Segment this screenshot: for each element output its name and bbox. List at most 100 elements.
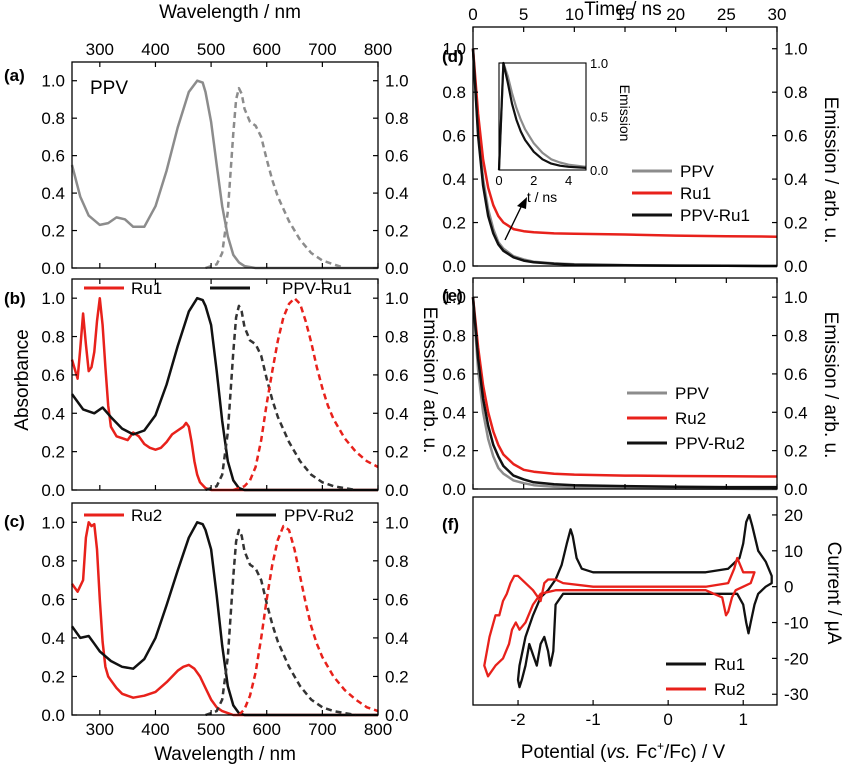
panel-c-xticklabel: 800 [364,720,392,739]
panel-d-legend-label-1: Ru1 [680,184,711,203]
panel-a-xticklabel: 500 [197,40,225,59]
panel-c-xticklabel: 400 [141,720,169,739]
panel-c-legend-label-1: PPV-Ru2 [284,506,354,525]
panel-f-xticklabel: 1 [738,710,747,729]
panel-c-yticklabel-right: 0.4 [385,629,409,648]
panel-f-series-0 [516,513,773,689]
panel-c-yticklabel-right: 0.0 [385,706,409,725]
panel-e-yticklabel-left: 0.2 [442,442,466,461]
d-right-axis-label: Emission / arb. u. [820,97,841,244]
panel-a-yticklabel-right: 0.2 [385,222,409,241]
panel-a-xticklabel: 300 [86,40,114,59]
panel-b-series-0 [70,296,378,492]
panel-d-xticklabel: 5 [519,5,528,24]
panel-d-inset-arrow-line [504,204,523,241]
panel-d-inset-xticklabel: 4 [565,173,572,188]
panel-d-label: (d) [442,47,464,66]
panel-f-label: (f) [442,515,459,534]
left-axis-label-absorbance: Absorbance [12,329,33,430]
panel-e: 0.0 0.00.2 0.20.4 0.40.6 0.60.8 0.81.0 1.0(e)P… [442,277,808,499]
panel-e-yticklabel-left: 0.4 [442,403,466,422]
panel-e-legend-label-2: PPV-Ru2 [675,434,745,453]
panel-f-yticklabel: 0 [784,578,793,597]
bottom-axis-label: Wavelength / nm [154,744,296,765]
panel-d-yticklabel-left: 0.2 [442,214,466,233]
panel-f-yticklabel: 10 [784,542,803,561]
panel-f-series-1 [483,556,756,678]
panel-e-frame [472,277,778,490]
panel-e-yticklabel-left: 0.8 [442,327,466,346]
panel-a-yticklabel-right: 1.0 [385,72,409,91]
panel-f-xticklabel: -1 [586,710,601,729]
panel-e-yticklabel-right: 1.0 [784,288,808,307]
f-xaxis-label: Potential (vs. Fc+/Fc) / V [521,739,726,763]
panel-c-series-3 [238,524,379,716]
panel-f-yticklabel: 20 [784,506,803,525]
panel-c-series-2 [205,528,356,717]
panel-b-yticklabel-left: 0.2 [41,443,65,462]
panel-d-inset-yticklabel: 0.0 [590,163,608,178]
panel-a-yticklabel-left: 0.8 [41,109,65,128]
panel-b-yticklabel-left: 0.0 [41,481,65,500]
panel-d-yticklabel-left: 0.8 [442,83,466,102]
panel-b-legend-label-0: Ru1 [131,279,162,298]
panel-a-series-0 [70,79,378,270]
panel-b-yticklabel-right: 0.4 [385,404,409,423]
panel-d-xticklabel: 0 [468,5,477,24]
panel-b-series-1 [70,296,378,492]
panel-d-yticklabel-right: 0.6 [784,127,808,146]
panel-e-yticklabel-right: 0.6 [784,365,808,384]
panel-b-yticklabel-left: 1.0 [41,289,65,308]
panel-e-series-1 [471,297,778,478]
panel-d-series-1 [471,48,778,238]
panel-b-yticklabel-right: 1.0 [385,289,409,308]
panel-a: 0.0 0.0 0.2 0.2 0.4 0.4 0.6 0.6 0.8 0.8 1.0 1.0 300 4… [4,40,409,278]
panel-a-xticklabel: 400 [141,40,169,59]
panel-c: 0.0 0.0 0.2 0.2 0.4 0.4 0.6 0.6 0.8 0.8 1.0 1.0 300 4… [4,502,409,739]
panel-d-inset: 0.0 0.5 1.0 0 2 4 t / ns Emission [495,56,633,205]
panel-a-series-1 [205,86,345,270]
panel-a-xticklabel: 800 [364,40,392,59]
panel-e-yticklabel-left: 1.0 [442,288,466,307]
panel-c-yticklabel-left: 0.0 [41,706,65,725]
panel-d-xticklabel: 20 [666,5,685,24]
panel-c-xticklabel: 300 [86,720,114,739]
panel-b-yticklabel-right: 0.8 [385,328,409,347]
right-axis-label-emission: Emission / arb. u. [419,307,440,454]
panel-e-yticklabel-right: 0.8 [784,327,808,346]
panel-e-yticklabel-right: 0.2 [784,442,808,461]
panel-d-inset-series-1 [497,61,587,171]
panel-f-yticklabel: -30 [784,685,809,704]
panel-d-inset-xticklabel: 2 [530,173,537,188]
panel-d-inset-arrow-head [517,197,527,209]
panel-b-series-2 [205,304,356,492]
panel-f-legend-label-0: Ru1 [714,655,745,674]
panel-f-yticklabel: -10 [784,614,809,633]
top-axis-label: Wavelength / nm [159,2,301,23]
f-xlabel-vs: vs. [606,742,630,763]
plot-layer: 0.0 0.0 0.2 0.2 0.4 0.4 0.6 0.6 0.8 0.8 1.0 1.0 300 4… [4,5,809,739]
time-axis-label: Time / ns [584,0,661,20]
panel-a-yticklabel-right: 0.4 [385,184,409,203]
panel-a-yticklabel-left: 0.2 [41,222,65,241]
panel-b-yticklabel-left: 0.8 [41,328,65,347]
panel-b-frame [71,278,379,491]
panel-d: 0.0 0.00.2 0.20.4 0.40.6 0.60.8 0.81.0 1.00 5 10… [442,5,808,276]
panel-c-xticklabel: 500 [197,720,225,739]
panel-b-yticklabel-right: 0.2 [385,443,409,462]
panel-c-xticklabel: 600 [253,720,281,739]
panel-f-yticklabel: -20 [784,649,809,668]
panel-c-yticklabel-right: 0.2 [385,667,409,686]
panel-a-yticklabel-right: 0.6 [385,147,409,166]
panel-d-yticklabel-left: 0.6 [442,127,466,146]
panel-c-frame [71,502,379,716]
panel-d-inset-yticklabel: 1.0 [590,56,608,71]
panel-d-yticklabel-right: 0.0 [784,257,808,276]
panel-e-yticklabel-left: 0.6 [442,365,466,384]
panel-a-annotation-ppv: PPV [90,78,128,99]
panel-d-legend-label-0: PPV [680,162,715,181]
panel-a-yticklabel-left: 0.4 [41,184,65,203]
f-xlabel-sup: + [657,739,664,753]
panel-d-xticklabel: 15 [616,5,635,24]
panel-d-yticklabel-left: 1.0 [442,40,466,59]
